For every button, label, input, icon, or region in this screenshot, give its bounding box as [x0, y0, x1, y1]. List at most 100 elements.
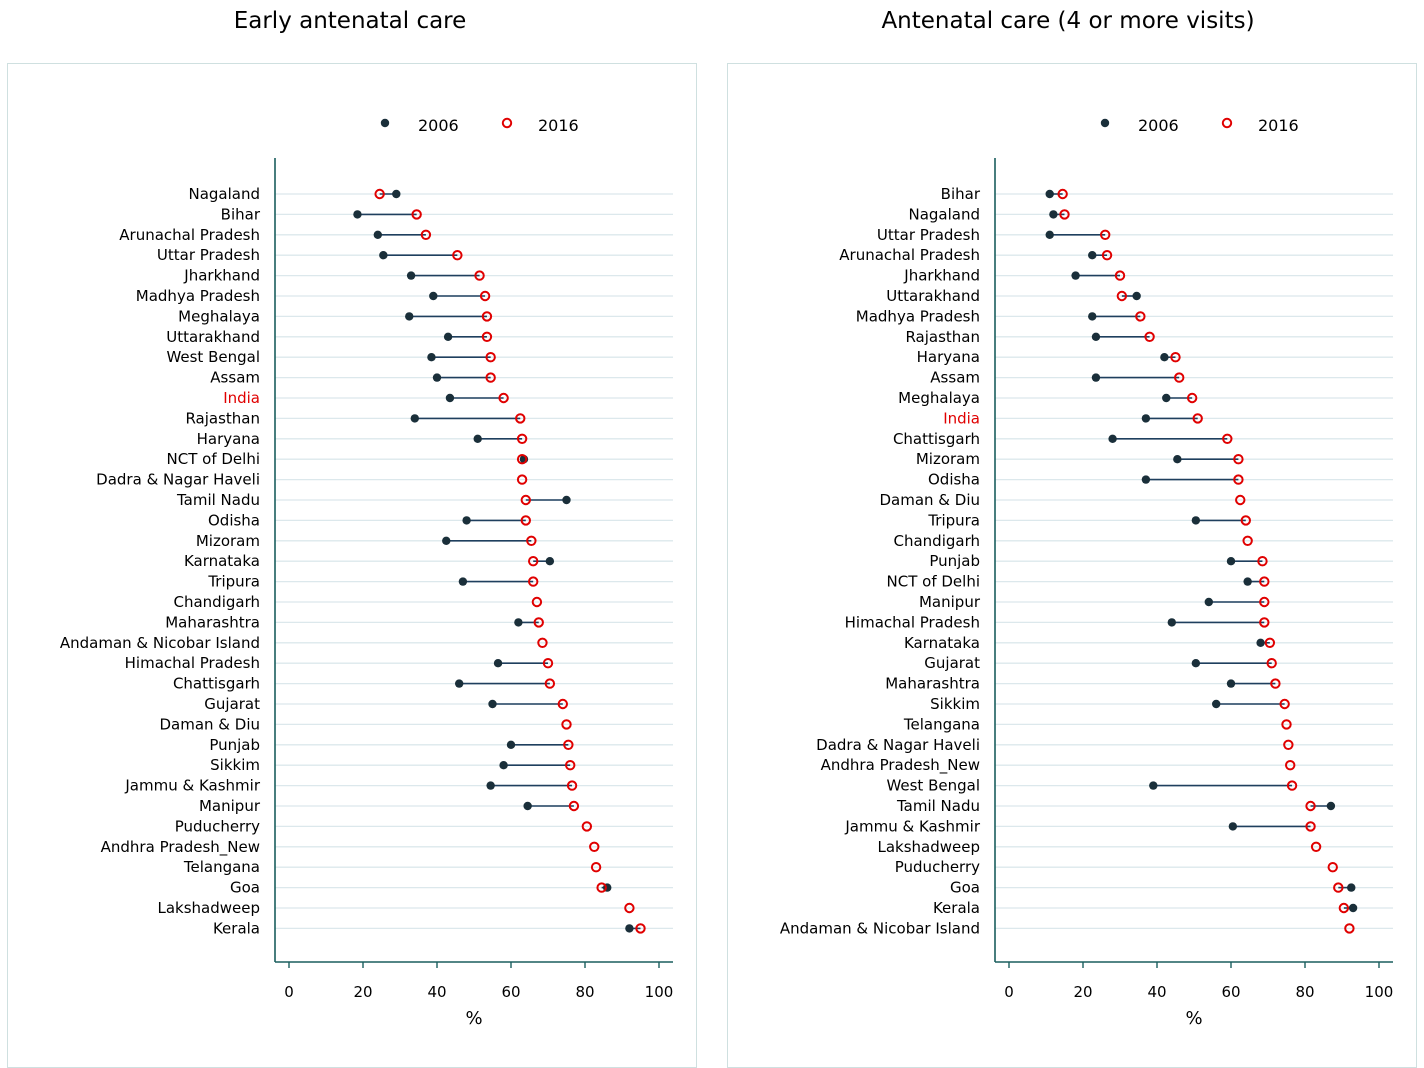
point-2016-odisha [520, 515, 531, 526]
point-2016-manipur [1259, 596, 1270, 608]
point-2006-uttar-pradesh [379, 251, 388, 260]
category-label-india: India [943, 409, 980, 427]
point-2006-tamil-nadu [562, 495, 571, 505]
category-label-tamil-nadu: Tamil Nadu [896, 797, 980, 815]
point-2016-assam [485, 372, 496, 383]
category-label-uttar-pradesh: Uttar Pradesh [157, 246, 260, 264]
point-2016-maharashtra [533, 617, 544, 628]
point-2006-india [445, 393, 455, 403]
category-label-uttar-pradesh: Uttar Pradesh [877, 226, 980, 244]
point-2006-punjab [506, 740, 516, 749]
point-2006-jharkhand [406, 271, 416, 280]
point-2006-uttar-pradesh [1045, 230, 1054, 239]
legend-marker-2016 [501, 117, 513, 129]
dumbbell-chart-early-antenatal-care: 2006 2016 0 20 40 60 80 100% Nagaland Bihar Arunac… [60, 116, 673, 1029]
point-2016-west-bengal [485, 352, 496, 363]
point-2006-meghalaya [1162, 393, 1171, 403]
point-2006-gujarat [1191, 659, 1201, 668]
category-label-gujarat: Gujarat [924, 654, 980, 672]
category-label-dadra-nagar-haveli: Dadra & Nagar Haveli [816, 736, 980, 754]
point-2016-arunachal-pradesh [420, 229, 432, 241]
category-label-tripura: Tripura [927, 511, 980, 529]
category-label-odisha: Odisha [208, 511, 260, 529]
point-2016-sikkim [1279, 698, 1290, 710]
point-2006-sikkim [499, 761, 508, 770]
point-2006-uttarakhand [1132, 291, 1141, 301]
category-label-lakshadweep: Lakshadweep [157, 899, 260, 917]
x-tick-label-60: 60 [501, 983, 520, 1001]
x-axis-title: % [465, 1008, 482, 1029]
point-2016-karnataka [528, 556, 539, 567]
x-tick-label-20: 20 [353, 983, 372, 1001]
point-2016-jharkhand [1114, 270, 1126, 281]
point-2016-puducherry [581, 821, 593, 832]
category-label-arunachal-pradesh: Arunachal Pradesh [839, 246, 980, 264]
point-2006-haryana [473, 434, 482, 443]
point-2006-meghalaya [405, 312, 414, 321]
point-2006-assam [432, 373, 442, 382]
category-label-nagaland: Nagaland [908, 205, 980, 223]
point-2006-chattisgarh [455, 679, 464, 688]
point-2016-andhra-pradesh-new [1285, 760, 1296, 771]
category-label-odisha: Odisha [928, 471, 980, 489]
point-2016-andhra-pradesh-new [589, 841, 600, 852]
legend-label-2016: 2016 [1258, 116, 1299, 135]
point-2016-nagaland [1059, 209, 1070, 220]
category-label-west-bengal: West Bengal [886, 777, 980, 795]
point-2006-chattisgarh [1108, 434, 1117, 443]
point-2016-karnataka [1264, 637, 1276, 648]
point-2006-jammu-kashmir [486, 781, 495, 790]
category-label-kerala: Kerala [933, 899, 980, 917]
point-2016-uttar-pradesh [452, 250, 463, 261]
point-2016-tripura [528, 576, 539, 587]
category-label-lakshadweep: Lakshadweep [877, 838, 980, 856]
category-label-chandigarh: Chandigarh [894, 532, 981, 550]
point-2016-haryana [516, 433, 528, 444]
category-label-west-bengal: West Bengal [166, 348, 260, 366]
point-2006-nagaland [1049, 210, 1058, 219]
point-2006-west-bengal [427, 353, 436, 362]
x-tick-label-40: 40 [427, 983, 446, 1001]
point-2016-tamil-nadu [1305, 800, 1316, 812]
point-2006-india [1141, 414, 1151, 423]
point-2016-assam [1174, 372, 1185, 383]
point-2016-punjab [1257, 556, 1268, 567]
category-label-tripura: Tripura [207, 573, 260, 591]
point-2016-goa [1333, 882, 1344, 893]
chart-panel-right [727, 63, 1417, 1068]
category-label-rajasthan: Rajasthan [905, 328, 980, 346]
category-label-jammu-kashmir: Jammu & Kashmir [844, 817, 980, 835]
point-2016-andaman-nicobar-island [1344, 923, 1355, 934]
category-label-puducherry: Puducherry [175, 817, 260, 835]
point-2016-dadra-nagar-haveli [1283, 739, 1294, 750]
category-label-meghalaya: Meghalaya [898, 389, 980, 407]
category-label-karnataka: Karnataka [904, 634, 980, 652]
category-label-madhya-pradesh: Madhya Pradesh [856, 307, 980, 325]
point-2016-meghalaya [481, 311, 493, 322]
point-2006-manipur [523, 801, 532, 811]
x-tick-label-100: 100 [1365, 983, 1394, 1001]
category-label-puducherry: Puducherry [895, 858, 980, 876]
point-2016-nct-of-delhi [1259, 576, 1270, 587]
point-2006-punjab [1226, 557, 1236, 566]
category-label-nct-of-delhi: NCT of Delhi [167, 450, 260, 468]
point-2016-telangana [590, 862, 602, 873]
point-2006-maharashtra [514, 618, 523, 627]
category-label-telangana: Telangana [183, 858, 260, 876]
point-2016-chattisgarh [1222, 433, 1233, 444]
x-tick-label-0: 0 [1004, 983, 1014, 1001]
x-tick-label-80: 80 [575, 983, 594, 1001]
point-2016-india [1192, 413, 1203, 424]
category-label-mizoram: Mizoram [196, 532, 260, 550]
category-label-manipur: Manipur [199, 797, 261, 815]
chart-title-right: Antenatal care (4 or more visits) [881, 8, 1255, 34]
point-2006-uttarakhand [443, 332, 453, 341]
category-label-maharashtra: Maharashtra [165, 613, 260, 631]
category-label-punjab: Punjab [209, 736, 260, 754]
point-2006-haryana [1160, 353, 1169, 362]
legend-label-2006: 2006 [418, 116, 459, 135]
category-label-sikkim: Sikkim [210, 756, 260, 774]
category-label-uttarakhand: Uttarakhand [166, 328, 260, 346]
point-2006-sikkim [1212, 699, 1221, 709]
point-2006-arunachal-pradesh [373, 230, 382, 239]
